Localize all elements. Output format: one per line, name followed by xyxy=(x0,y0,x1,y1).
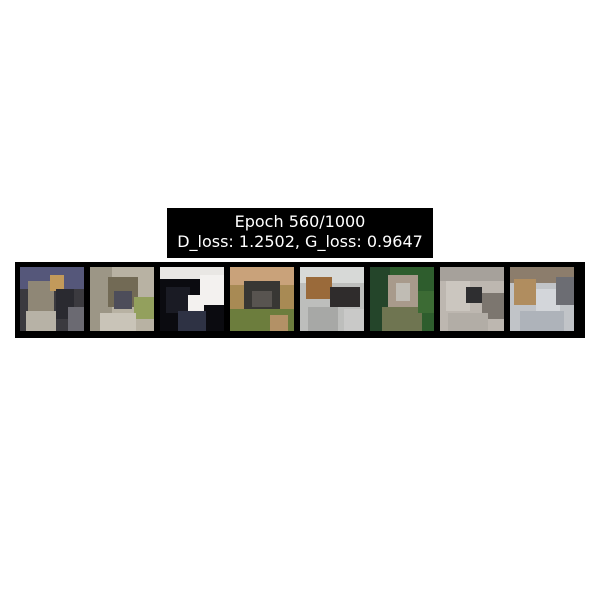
generated-sample-6 xyxy=(370,267,434,331)
generated-sample-7 xyxy=(440,267,504,331)
generated-sample-3 xyxy=(160,267,224,331)
generated-image-8 xyxy=(510,267,574,331)
generated-image-4 xyxy=(230,267,294,331)
generated-image-3 xyxy=(160,267,224,331)
generated-image-2 xyxy=(90,267,154,331)
generated-sample-8 xyxy=(510,267,574,331)
generated-samples-grid xyxy=(15,262,585,338)
generated-image-7 xyxy=(440,267,504,331)
generated-sample-2 xyxy=(90,267,154,331)
figure-title: Epoch 560/1000 D_loss: 1.2502, G_loss: 0… xyxy=(167,208,433,258)
generated-image-6 xyxy=(370,267,434,331)
loss-label: D_loss: 1.2502, G_loss: 0.9647 xyxy=(177,232,423,251)
generated-sample-1 xyxy=(20,267,84,331)
epoch-label: Epoch 560/1000 xyxy=(234,212,366,231)
generated-image-1 xyxy=(20,267,84,331)
generated-image-5 xyxy=(300,267,364,331)
generated-sample-5 xyxy=(300,267,364,331)
generated-sample-4 xyxy=(230,267,294,331)
